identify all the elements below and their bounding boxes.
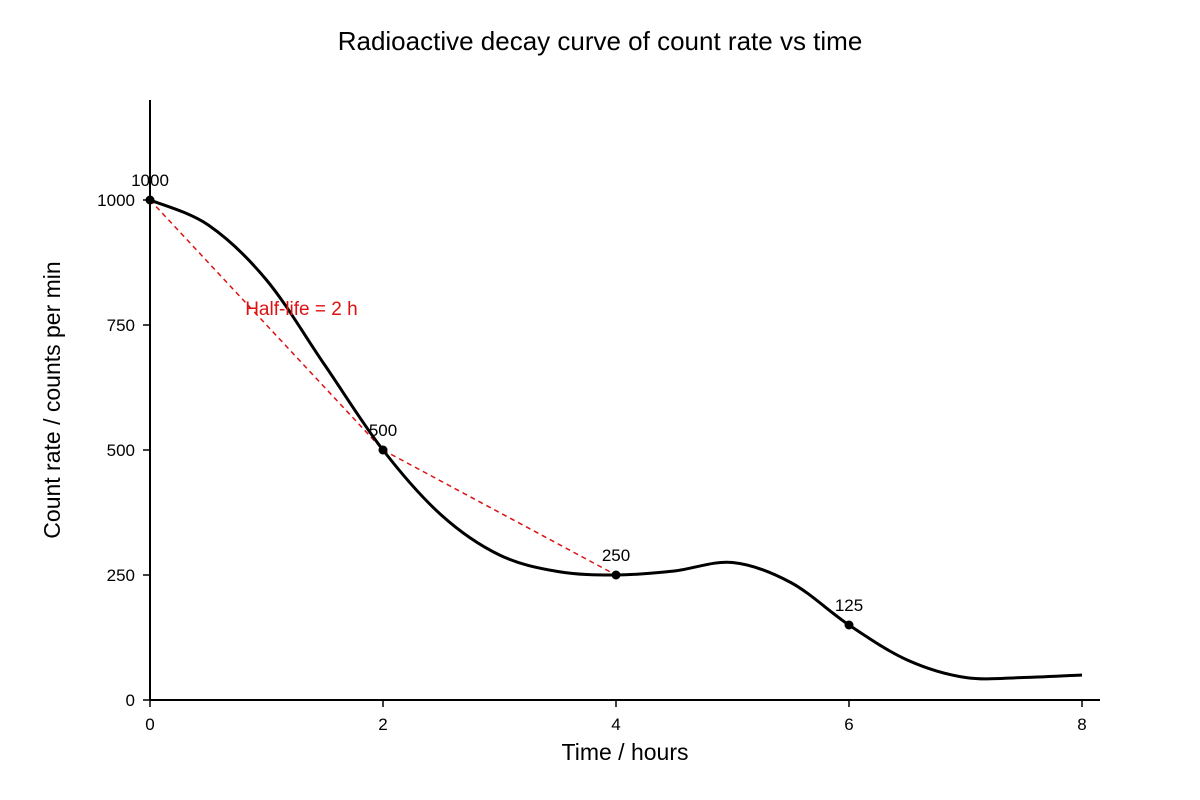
y-tick-label: 0 [126, 691, 135, 710]
y-tick-label: 250 [107, 566, 135, 585]
data-point-label: 1000 [131, 171, 169, 190]
data-point [844, 620, 854, 630]
half-life-guide [149, 199, 617, 576]
y-tick-label: 1000 [97, 191, 135, 210]
tick-marks: 0 2 4 6 8 0 250 500 750 1000 [97, 191, 1087, 734]
x-tick-label: 0 [145, 715, 154, 734]
x-axis-label: Time / hours [562, 739, 689, 765]
half-life-guide-line [149, 199, 617, 576]
x-tick-label: 4 [611, 715, 620, 734]
data-point [611, 570, 621, 580]
x-tick-label: 8 [1077, 715, 1086, 734]
x-tick-label: 2 [378, 715, 387, 734]
decay-curve-group [149, 198, 1083, 681]
x-tick-label: 6 [844, 715, 853, 734]
data-point-label: 125 [835, 596, 863, 615]
y-axis-label: Count rate / counts per min [39, 261, 65, 538]
y-tick-label: 500 [107, 441, 135, 460]
data-point-label: 500 [369, 421, 397, 440]
decay-curve [149, 198, 1083, 681]
marked-points: 1000 500 250 125 [131, 171, 863, 630]
data-point [145, 195, 155, 205]
data-point-label: 250 [602, 546, 630, 565]
y-tick-label: 750 [107, 316, 135, 335]
half-life-annotation: Half-life = 2 h [245, 299, 357, 320]
chart-title: Radioactive decay curve of count rate vs… [338, 26, 863, 56]
axes [149, 100, 1100, 701]
data-point [378, 445, 388, 455]
